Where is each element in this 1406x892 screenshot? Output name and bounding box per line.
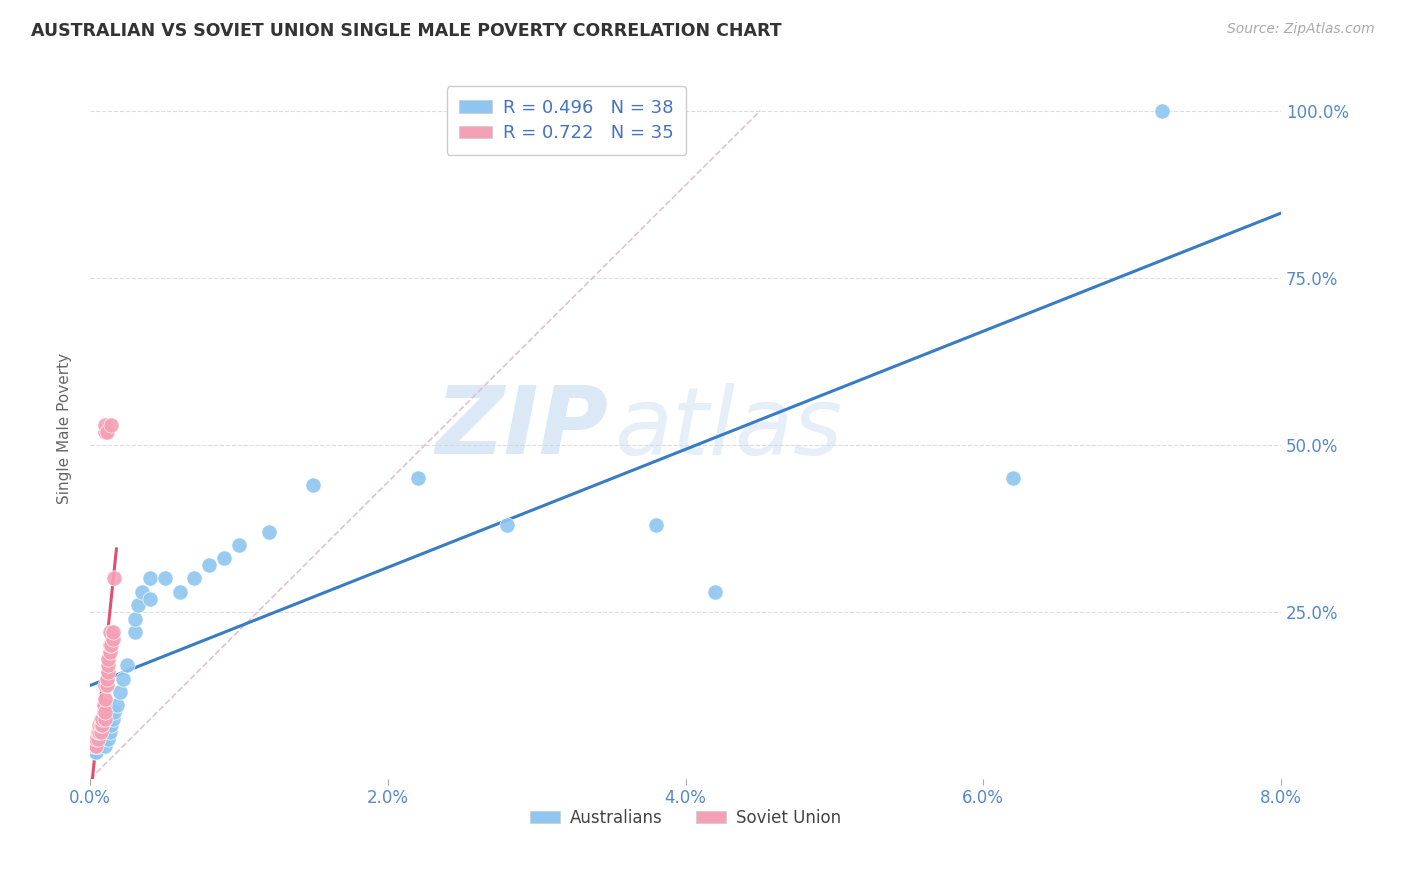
Point	[302, 478, 325, 492]
Point	[124, 624, 146, 639]
Point	[103, 705, 125, 719]
Point	[84, 745, 107, 759]
Text: atlas: atlas	[614, 383, 842, 474]
Point	[101, 712, 124, 726]
Point	[89, 718, 111, 732]
Point	[84, 731, 107, 746]
Point	[228, 538, 250, 552]
Point	[89, 739, 111, 753]
Point	[97, 665, 120, 679]
Point	[139, 591, 162, 606]
Point	[139, 572, 162, 586]
Point	[198, 558, 221, 573]
Point	[94, 691, 117, 706]
Point	[257, 524, 280, 539]
Point	[90, 718, 112, 732]
Point	[103, 572, 125, 586]
Legend: Australians, Soviet Union: Australians, Soviet Union	[523, 803, 848, 834]
Point	[86, 725, 108, 739]
Point	[91, 712, 114, 726]
Point	[212, 551, 235, 566]
Y-axis label: Single Male Poverty: Single Male Poverty	[58, 352, 72, 504]
Point	[94, 705, 117, 719]
Point	[406, 471, 429, 485]
Point	[98, 624, 121, 639]
Text: AUSTRALIAN VS SOVIET UNION SINGLE MALE POVERTY CORRELATION CHART: AUSTRALIAN VS SOVIET UNION SINGLE MALE P…	[31, 22, 782, 40]
Point	[84, 739, 107, 753]
Text: Source: ZipAtlas.com: Source: ZipAtlas.com	[1227, 22, 1375, 37]
Text: ZIP: ZIP	[436, 382, 609, 475]
Point	[90, 725, 112, 739]
Point	[86, 731, 108, 746]
Point	[83, 745, 105, 759]
Point	[97, 731, 120, 746]
Point	[91, 718, 114, 732]
Point	[94, 425, 117, 439]
Point	[94, 718, 117, 732]
Point	[704, 585, 727, 599]
Point	[111, 672, 134, 686]
Point	[93, 705, 115, 719]
Point	[97, 651, 120, 665]
Point	[94, 417, 117, 432]
Point	[1002, 471, 1025, 485]
Point	[101, 624, 124, 639]
Point	[100, 718, 122, 732]
Point	[100, 417, 122, 432]
Point	[127, 598, 149, 612]
Point	[82, 739, 104, 753]
Point	[94, 712, 117, 726]
Point	[153, 572, 176, 586]
Point	[496, 518, 519, 533]
Point	[169, 585, 191, 599]
Point	[124, 611, 146, 625]
Point	[183, 572, 205, 586]
Point	[117, 658, 139, 673]
Point	[98, 645, 121, 659]
Point	[97, 658, 120, 673]
Point	[644, 518, 666, 533]
Point	[91, 731, 114, 746]
Point	[105, 698, 128, 713]
Point	[90, 712, 112, 726]
Point	[98, 638, 121, 652]
Point	[96, 425, 118, 439]
Point	[83, 739, 105, 753]
Point	[100, 638, 122, 652]
Point	[108, 685, 131, 699]
Point	[94, 739, 117, 753]
Point	[131, 585, 153, 599]
Point	[94, 678, 117, 692]
Point	[90, 731, 112, 746]
Point	[1150, 103, 1173, 118]
Point	[96, 678, 118, 692]
Point	[93, 698, 115, 713]
Point	[86, 739, 108, 753]
Point	[96, 672, 118, 686]
Point	[89, 725, 111, 739]
Point	[93, 725, 115, 739]
Point	[98, 725, 121, 739]
Point	[101, 632, 124, 646]
